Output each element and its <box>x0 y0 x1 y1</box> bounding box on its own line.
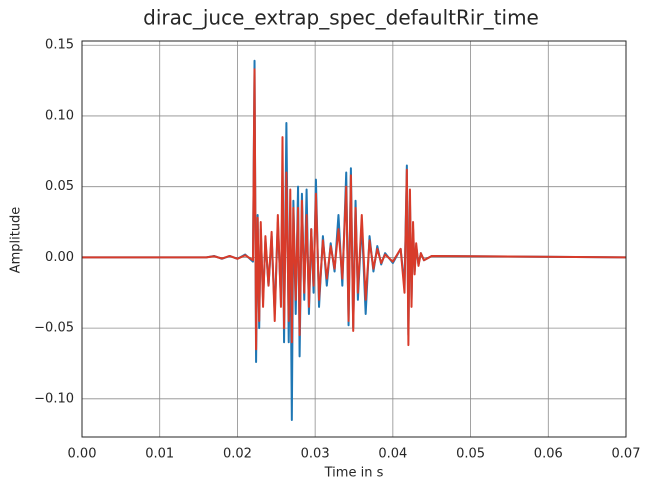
plot-frame <box>81 40 627 438</box>
chart-title: dirac_juce_extrap_spec_defaultRir_time <box>143 6 539 30</box>
x-tick-label: 0.03 <box>301 447 330 462</box>
y-tick-label: 0.05 <box>45 179 74 194</box>
x-tick-label: 0.07 <box>612 447 641 462</box>
x-tick-label: 0.02 <box>223 447 252 462</box>
y-axis-label: Amplitude <box>9 207 24 274</box>
y-tick-label: −0.10 <box>34 391 74 406</box>
x-tick-label: 0.00 <box>68 447 97 462</box>
y-tick-label: −0.05 <box>34 321 74 336</box>
y-tick-label: 0.10 <box>45 108 74 123</box>
x-tick-label: 0.05 <box>456 447 485 462</box>
x-tick-label: 0.04 <box>378 447 407 462</box>
y-tick-label: 0.00 <box>45 250 74 265</box>
signal-line <box>82 68 627 351</box>
x-tick-label: 0.01 <box>145 447 174 462</box>
x-tick-label: 0.06 <box>534 447 563 462</box>
y-tick-label: 0.15 <box>45 38 74 53</box>
x-axis-label: Time in s <box>324 466 384 481</box>
